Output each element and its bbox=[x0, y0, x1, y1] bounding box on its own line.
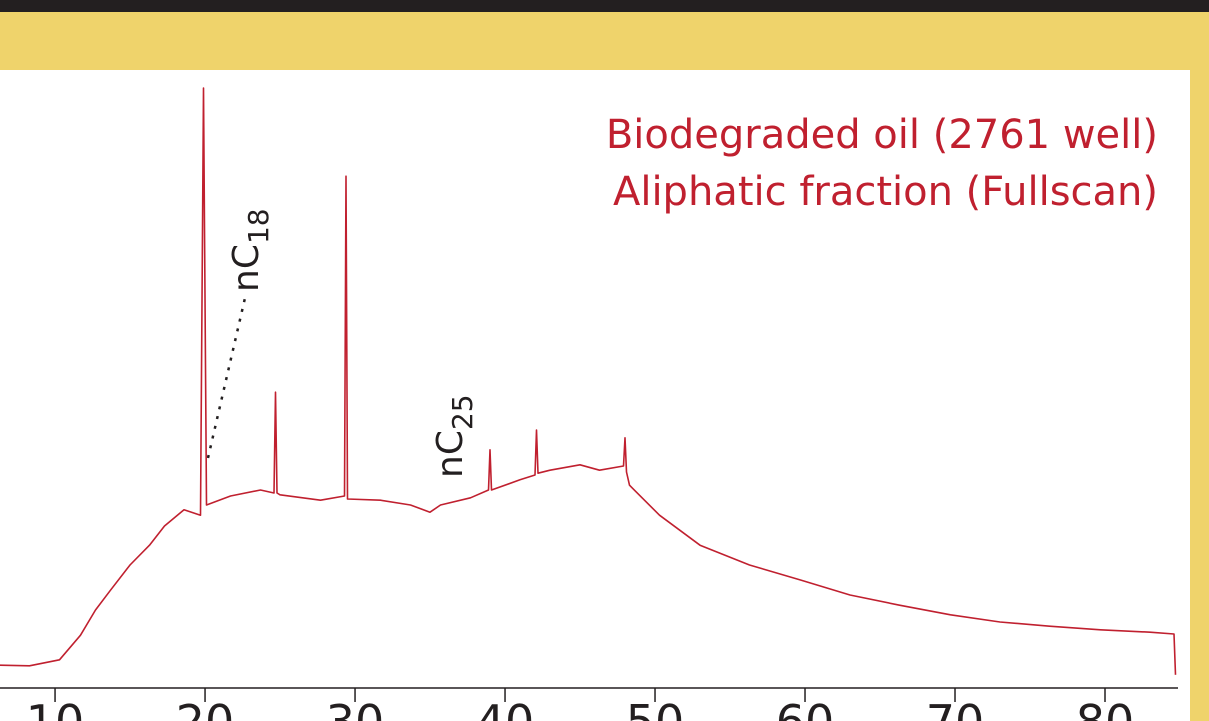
annotation-leader bbox=[206, 297, 247, 459]
peak-label-main: nC bbox=[430, 430, 471, 478]
title-line-2: Aliphatic fraction (Fullscan) bbox=[613, 169, 1158, 215]
x-tick-label: 60 bbox=[776, 695, 835, 721]
x-tick-label: 30 bbox=[326, 695, 385, 721]
chromatogram-trace bbox=[0, 87, 1177, 675]
x-tick-label: 40 bbox=[476, 695, 535, 721]
peak-label-sub: 18 bbox=[242, 208, 275, 244]
x-tick-label: 70 bbox=[926, 695, 985, 721]
x-tick-label: 50 bbox=[626, 695, 685, 721]
peak-label-main: nC bbox=[226, 244, 267, 292]
plot-panel bbox=[0, 70, 1190, 721]
title-line-1: Biodegraded oil (2761 well) bbox=[606, 112, 1158, 158]
x-tick-label: 10 bbox=[26, 695, 85, 721]
peak-label: nC18 bbox=[226, 208, 275, 292]
x-tick-label: 20 bbox=[176, 695, 235, 721]
x-tick-label: 80 bbox=[1076, 695, 1135, 721]
peak-label: nC25 bbox=[430, 394, 479, 478]
peak-label-sub: 25 bbox=[446, 394, 479, 430]
top-bar bbox=[0, 0, 1209, 12]
